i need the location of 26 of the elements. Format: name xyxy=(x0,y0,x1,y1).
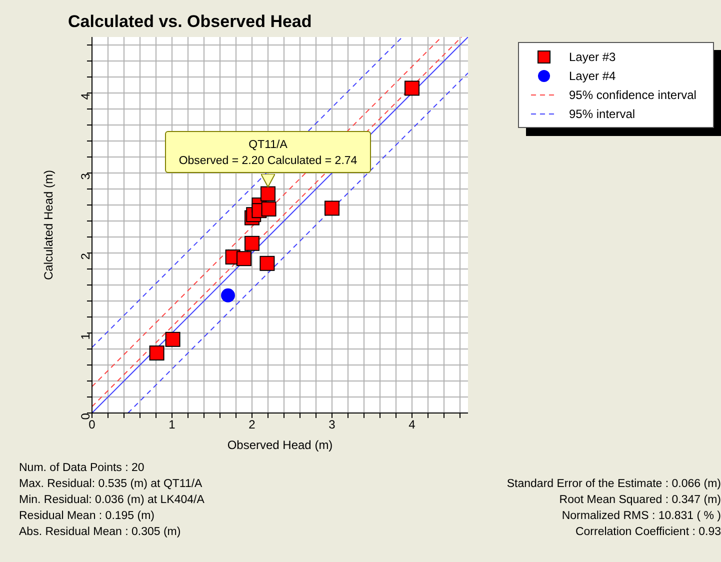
chart-title: Calculated vs. Observed Head xyxy=(68,12,312,32)
y-tick-label: 0 xyxy=(78,412,92,420)
y-axis-title: Calculated Head (m) xyxy=(41,170,56,280)
x-tick-label: 2 xyxy=(248,418,256,432)
text: Residual Mean : 0.195 (m) xyxy=(19,509,156,524)
text: Standard Error of the Estimate : 0.066 (m) xyxy=(506,477,721,492)
y-tick-label: 3 xyxy=(78,172,92,180)
text: Correlation Coefficient : 0.93 xyxy=(574,525,721,540)
text: Min. Residual: 0.036 (m) at LK404/A xyxy=(19,493,204,508)
legend-label: Layer #3 xyxy=(569,50,616,64)
text: Normalized RMS : 10.831 ( % ) xyxy=(560,509,721,524)
x-tick-label: 1 xyxy=(168,418,176,432)
y-tick-label: 2 xyxy=(78,252,92,260)
text: Abs. Residual Mean : 0.305 (m) xyxy=(19,525,182,540)
text: Max. Residual: 0.535 (m) at QT11/A xyxy=(19,477,204,492)
x-tick-label: 3 xyxy=(328,418,336,432)
y-tick-label: 1 xyxy=(78,332,92,340)
annotation: QT11/A Observed = 2.20 Calculated = 2.74 xyxy=(178,138,358,169)
x-axis-title: Observed Head (m) xyxy=(227,438,333,452)
y-tick-label: 4 xyxy=(78,92,92,100)
legend-label: 95% interval xyxy=(569,106,636,120)
text: Num. of Data Points : 20 xyxy=(19,461,146,476)
x-tick-label: 4 xyxy=(408,418,416,432)
legend-label: 95% confidence interval xyxy=(569,88,696,102)
text: Root Mean Squared : 0.347 (m) xyxy=(558,493,721,508)
legend-label: Layer #4 xyxy=(569,68,616,82)
